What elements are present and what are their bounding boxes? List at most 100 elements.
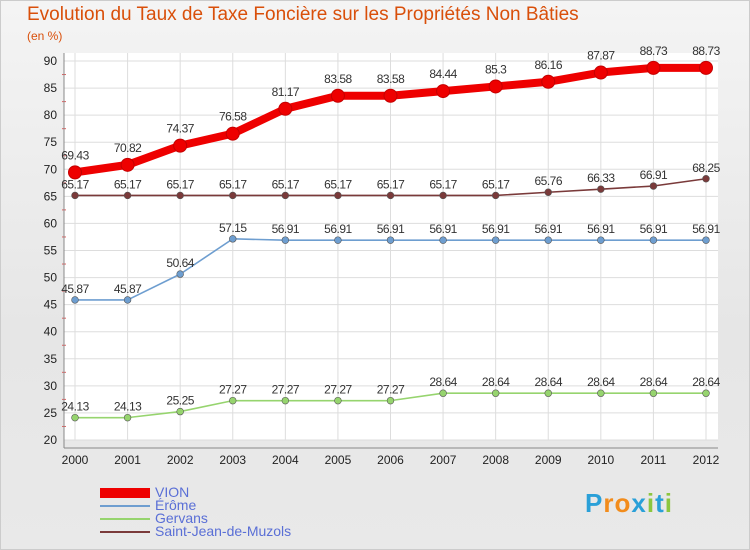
data-label: 28.64: [692, 375, 720, 389]
y-tick-label: 80: [44, 108, 58, 122]
logo-letter: i: [646, 488, 656, 518]
x-tick-label: 2007: [430, 453, 457, 467]
data-label: 56.91: [429, 222, 457, 236]
legend-item: Érôme: [100, 497, 400, 513]
y-tick-label: 50: [44, 271, 58, 285]
data-point: [330, 88, 345, 103]
data-label: 45.87: [61, 282, 89, 296]
logo-letter: x: [631, 488, 647, 518]
data-point: [334, 236, 342, 244]
data-label: 27.27: [219, 383, 247, 397]
y-tick-label: 45: [44, 298, 58, 312]
logo-letter: r: [603, 488, 615, 518]
data-point: [281, 236, 290, 244]
data-label: 87.87: [587, 49, 615, 63]
x-tick-label: 2011: [641, 453, 667, 467]
data-label: 65.17: [219, 177, 247, 191]
data-label: 85.3: [485, 62, 507, 76]
y-tick-label: 40: [44, 325, 58, 339]
data-point: [386, 191, 395, 200]
x-tick-label: 2010: [587, 453, 614, 467]
logo-letter: t: [655, 488, 665, 518]
data-label: 57.15: [219, 221, 247, 235]
data-label: 50.64: [166, 256, 194, 270]
data-label: 28.64: [587, 375, 615, 389]
legend-item: Saint-Jean-de-Muzols: [100, 523, 400, 539]
data-label: 25.25: [166, 394, 194, 408]
data-label: 24.13: [61, 400, 89, 414]
data-point: [702, 236, 710, 244]
data-label: 56.91: [324, 222, 352, 236]
data-point: [123, 191, 132, 200]
data-point: [597, 236, 605, 244]
data-label: 65.17: [114, 177, 142, 191]
data-label: 69.43: [61, 148, 89, 162]
data-label: 65.76: [534, 174, 562, 188]
chart-title: Evolution du Taux de Taxe Foncière sur l…: [27, 4, 579, 25]
data-label: 65.17: [272, 177, 300, 191]
logo-letter: i: [664, 488, 673, 518]
data-label: 65.17: [166, 177, 194, 191]
data-point: [597, 389, 605, 397]
x-tick-label: 2009: [535, 453, 562, 467]
data-label: 27.27: [324, 383, 352, 397]
data-label: 56.91: [482, 222, 510, 236]
data-point: [649, 236, 658, 244]
data-point: [699, 60, 713, 75]
data-point: [439, 389, 447, 397]
data-point: [491, 389, 500, 397]
data-point: [491, 236, 500, 244]
data-label: 84.44: [429, 67, 457, 81]
data-point: [334, 396, 342, 405]
data-point: [649, 389, 658, 397]
data-point: [383, 88, 398, 103]
legend-item: Gervans: [100, 510, 400, 526]
y-tick-label: 75: [44, 135, 58, 149]
y-tick-label: 35: [44, 352, 58, 366]
data-point: [544, 188, 552, 196]
y-tick-label: 85: [44, 81, 58, 95]
x-tick-label: 2005: [325, 453, 352, 467]
data-point: [120, 157, 135, 172]
data-point: [386, 396, 395, 405]
data-label: 86.16: [534, 58, 562, 72]
legend-label: Gervans: [155, 510, 208, 526]
y-tick-label: 25: [44, 406, 58, 420]
data-point: [593, 65, 608, 80]
y-tick-label: 65: [44, 189, 58, 203]
data-label: 56.91: [692, 222, 720, 236]
data-point: [123, 296, 132, 304]
data-point: [439, 191, 447, 200]
data-label: 88.73: [640, 44, 668, 58]
data-label: 65.17: [429, 177, 457, 191]
data-point: [281, 191, 290, 200]
data-point: [176, 191, 184, 200]
data-point: [544, 236, 552, 244]
data-point: [702, 175, 710, 183]
data-point: [439, 236, 447, 244]
data-label: 83.58: [324, 72, 352, 86]
data-label: 24.13: [114, 400, 142, 414]
data-point: [334, 191, 342, 200]
data-point: [386, 236, 395, 244]
data-label: 56.91: [377, 222, 405, 236]
data-point: [702, 389, 710, 397]
x-tick-label: 2002: [167, 453, 194, 467]
data-point: [278, 101, 293, 116]
data-point: [176, 270, 184, 278]
logo-letter: P: [585, 488, 604, 518]
y-tick-label: 90: [44, 54, 58, 68]
data-point: [225, 126, 240, 141]
data-label: 83.58: [377, 72, 405, 86]
data-label: 81.17: [272, 85, 300, 99]
data-point: [71, 296, 79, 304]
logo-letter: o: [614, 488, 632, 518]
data-point: [71, 191, 79, 200]
data-label: 66.33: [587, 171, 615, 185]
data-label: 76.58: [219, 110, 247, 124]
legend-swatch: [100, 505, 150, 507]
y-tick-label: 70: [44, 162, 58, 176]
data-point: [597, 185, 605, 193]
x-tick-label: 2001: [114, 453, 141, 467]
